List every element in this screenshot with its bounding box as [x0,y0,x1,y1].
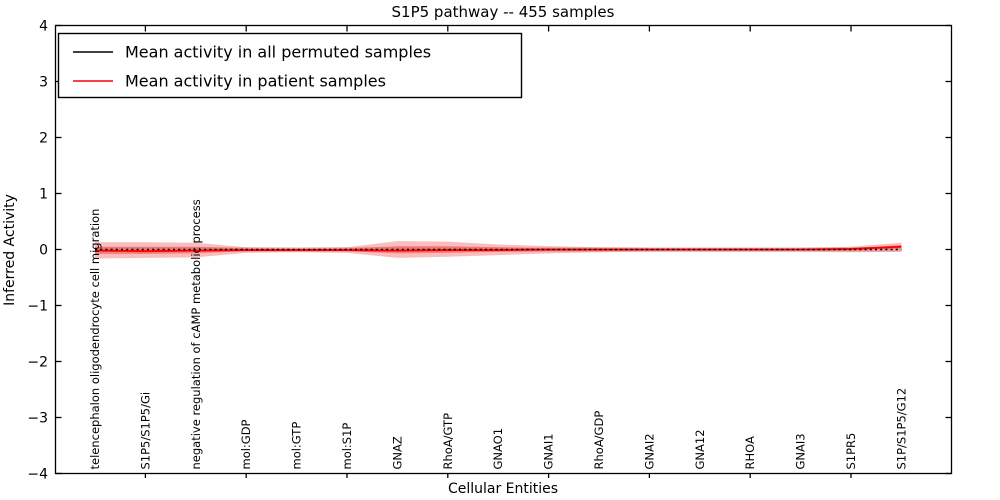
x-category-label: mol:GTP [290,422,304,470]
y-tick-label: 2 [39,131,48,147]
x-category-label: RHOA [743,436,757,469]
series-lines-layer [94,245,902,253]
legend: Mean activity in all permuted samples Me… [57,32,523,99]
x-category-label: mol:S1P [340,423,354,470]
x-category-label: GNAI3 [794,433,808,469]
x-category-label: RhoA/GDP [592,411,606,470]
x-category-label: S1P/S1P5/G12 [894,388,908,470]
x-category-label: GNAZ [390,436,404,469]
x-category-labels-layer: telencephalon oligodendrocyte cell migra… [88,199,908,469]
y-tick-labels-layer: −4 −3 −2 −1 0 1 2 3 4 [27,19,48,483]
y-tick-label: 3 [39,75,48,91]
x-category-label: RhoA/GTP [441,413,455,470]
y-tick-label: −2 [27,355,48,371]
y-tick-label: 1 [39,187,48,203]
y-tick-label: 4 [39,19,48,35]
x-category-label: S1P5/S1P5/Gi [138,392,152,470]
legend-label-patient: Mean activity in patient samples [125,72,386,91]
y-tick-label: −3 [27,411,48,427]
x-category-label: negative regulation of cAMP metabolic pr… [189,199,203,469]
x-category-label: GNA12 [693,429,707,469]
x-category-label: GNAI1 [542,433,556,469]
x-axis-label: Cellular Entities [448,481,558,497]
y-tick-label: 0 [39,243,48,259]
y-tick-label: −1 [27,299,48,315]
x-category-label: S1PR5 [844,433,858,470]
y-tick-label: −4 [27,467,48,483]
y-axis-label: Inferred Activity [2,194,18,306]
x-category-label: GNAO1 [491,428,505,470]
legend-label-permuted: Mean activity in all permuted samples [125,43,431,62]
tick-marks-layer [55,24,952,478]
x-category-label: GNAI2 [642,433,656,469]
chart-title: S1P5 pathway -- 455 samples [392,3,615,21]
x-category-label: telencephalon oligodendrocyte cell migra… [88,209,102,470]
legend-box [57,32,523,99]
x-category-label: mol:GDP [239,419,253,469]
